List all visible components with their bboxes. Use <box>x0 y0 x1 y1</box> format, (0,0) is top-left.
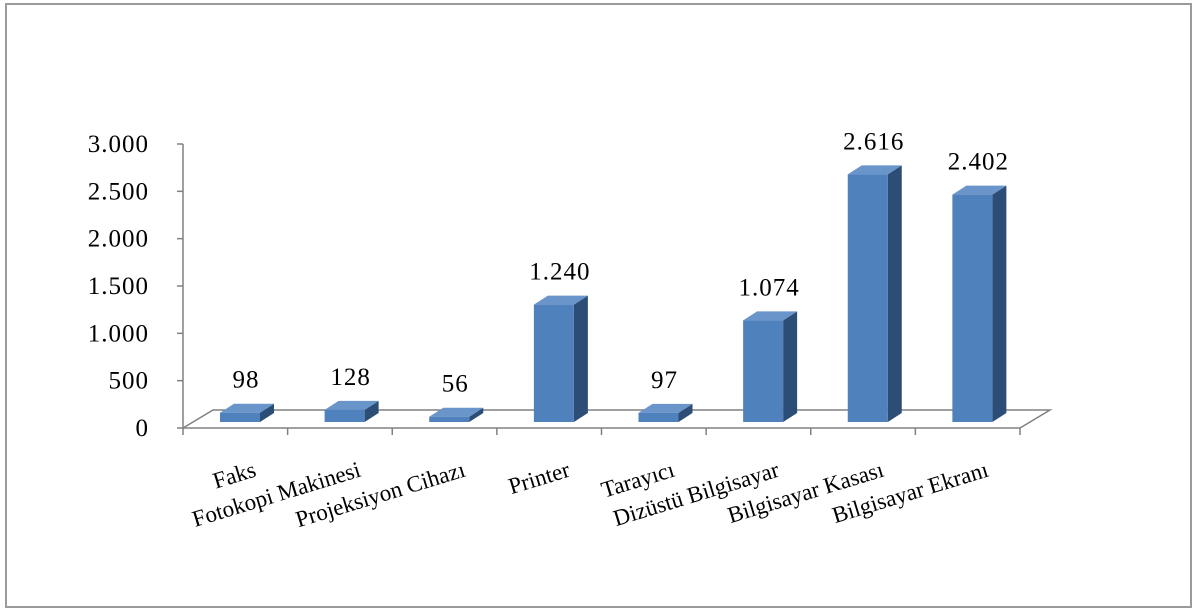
bar-side <box>678 403 693 422</box>
bar-top <box>743 311 798 321</box>
data-label: 1.240 <box>529 259 590 286</box>
bar-side <box>573 295 588 422</box>
bar-top <box>324 400 379 410</box>
chart-floor <box>182 409 1053 429</box>
bar <box>429 407 484 422</box>
bar-side <box>364 400 379 422</box>
y-tick-label: 1.500 <box>88 273 149 300</box>
bar-side <box>469 407 484 422</box>
bar <box>324 400 379 422</box>
y-tick-label: 500 <box>109 368 150 395</box>
bar-top <box>952 185 1007 195</box>
bar-front <box>220 412 260 422</box>
data-label: 2.402 <box>948 149 1009 176</box>
bar <box>220 403 274 422</box>
bar-side <box>887 165 902 423</box>
bar-top <box>638 403 693 413</box>
bar-front <box>324 409 365 422</box>
data-label: 128 <box>330 364 371 391</box>
bar-front <box>952 194 993 422</box>
bar <box>638 403 693 422</box>
data-label: 98 <box>233 367 260 394</box>
y-tick-label: 1.000 <box>88 320 149 347</box>
data-label: 97 <box>651 367 678 394</box>
x-ticks <box>182 428 1021 435</box>
bar-side <box>260 403 274 422</box>
y-tick-label: 3.000 <box>88 131 149 158</box>
y-tick-label: 2.000 <box>88 226 149 253</box>
bar-front <box>847 174 888 422</box>
bar <box>847 165 902 423</box>
bar-top <box>220 403 274 413</box>
bar <box>952 185 1007 422</box>
data-labels: 98 128 56 1.240 97 1.074 2.616 2.402 <box>233 128 1009 398</box>
bar-front <box>638 412 679 422</box>
chart-axes <box>182 144 1053 429</box>
bar-top <box>847 165 902 175</box>
y-ticks: 0 500 1.000 1.500 2.000 2.500 3.000 <box>88 131 183 442</box>
bar-front <box>743 320 784 422</box>
data-label: 1.074 <box>739 274 800 301</box>
bar-top <box>533 295 588 305</box>
y-tick-label: 0 <box>136 415 150 442</box>
bar <box>533 295 588 422</box>
bar-front <box>429 416 470 422</box>
y-tick-label: 2.500 <box>88 178 149 205</box>
bars <box>220 165 1007 423</box>
bar-side <box>992 185 1007 422</box>
data-label: 2.616 <box>843 128 904 155</box>
bar-top <box>429 407 484 417</box>
data-label: 56 <box>442 371 469 398</box>
category-label: Printer <box>505 457 572 499</box>
bar-side <box>783 311 798 422</box>
bar <box>743 311 798 422</box>
bar-front <box>533 304 574 422</box>
